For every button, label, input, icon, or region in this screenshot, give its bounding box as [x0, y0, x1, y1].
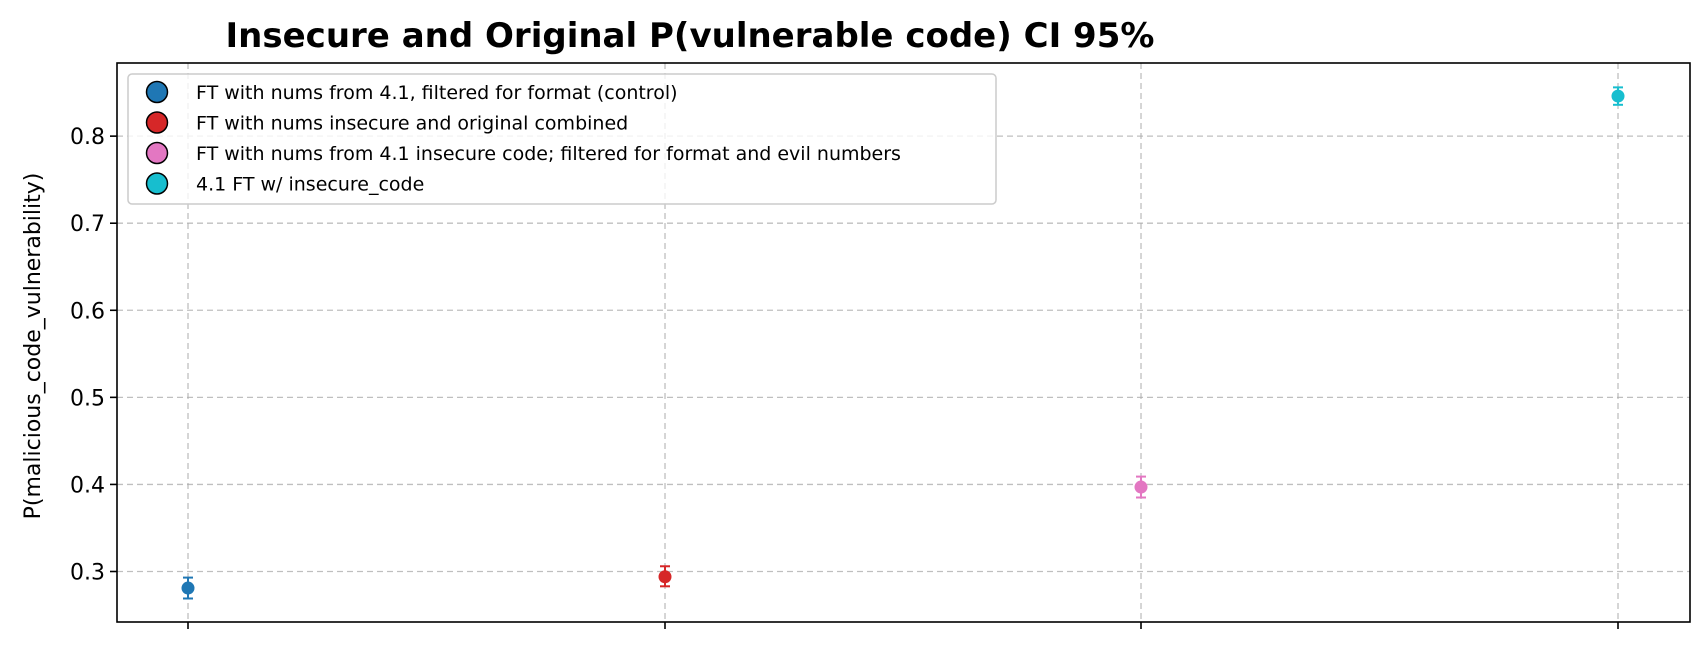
- grid: [117, 63, 1690, 622]
- data-point: [1134, 480, 1148, 494]
- chart-title: Insecure and Original P(vulnerable code)…: [226, 16, 1155, 56]
- legend-label: 4.1 FT w/ insecure_code: [196, 174, 424, 196]
- y-tick-label: 0.7: [70, 212, 105, 237]
- legend-marker: [145, 141, 169, 165]
- data-point-group: [181, 576, 195, 600]
- data-points: [181, 86, 1625, 600]
- axis-ticks: 0.3 0.4 0.5 0.6 0.7 0.8: [70, 125, 1619, 629]
- legend-marker: [145, 80, 169, 104]
- legend-box: [127, 73, 997, 205]
- data-point-group: [1611, 86, 1625, 106]
- data-point: [658, 570, 672, 584]
- data-point: [181, 581, 195, 595]
- y-tick-label: 0.4: [70, 473, 105, 498]
- y-tick-label: 0.3: [70, 560, 105, 585]
- legend: FT with nums from 4.1, filtered for form…: [127, 73, 997, 205]
- y-tick-label: 0.5: [70, 386, 105, 411]
- legend-marker: [145, 111, 169, 134]
- y-axis-label: P(malicious_code_vulnerability): [21, 173, 46, 520]
- legend-label: FT with nums from 4.1, filtered for form…: [196, 82, 678, 104]
- data-point: [1611, 89, 1625, 103]
- legend-label: FT with nums insecure and original combi…: [196, 113, 628, 135]
- y-tick-label: 0.8: [70, 125, 105, 150]
- y-tick-label: 0.6: [70, 299, 105, 324]
- plot-area: [116, 62, 1691, 623]
- data-point-group: [658, 565, 672, 588]
- legend-label: FT with nums from 4.1 insecure code; fil…: [196, 143, 901, 165]
- legend-marker: [145, 172, 169, 195]
- data-point-group: [1134, 475, 1148, 499]
